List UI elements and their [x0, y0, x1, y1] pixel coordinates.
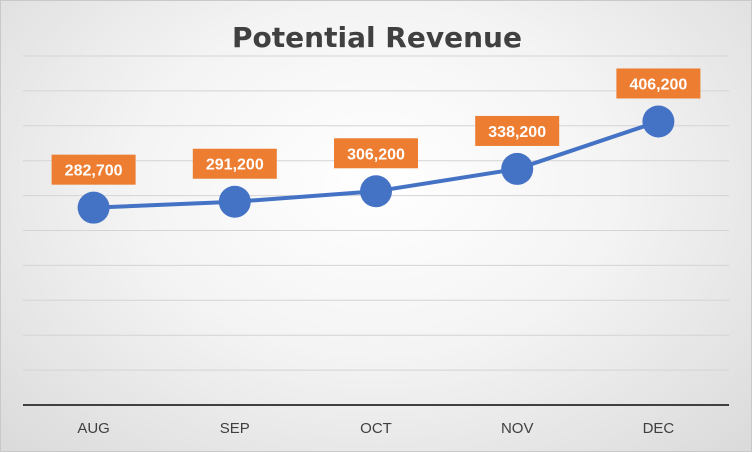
data-label: 406,200	[616, 68, 701, 99]
data-label-box	[192, 148, 277, 179]
data-labels: 282,700 291,200 306,200 338,200 406,200	[51, 68, 701, 185]
x-axis-ticks: AUG SEP OCT NOV DEC	[77, 420, 674, 437]
data-label: 306,200	[334, 138, 418, 169]
data-markers	[77, 105, 675, 224]
data-label-box	[334, 138, 418, 169]
data-point	[501, 152, 534, 185]
data-label-box	[616, 68, 701, 99]
data-label-box	[51, 154, 136, 185]
data-label: 291,200	[192, 148, 277, 179]
data-label: 282,700	[51, 154, 136, 185]
data-label-text: 306,200	[347, 146, 405, 163]
data-label-text: 282,700	[65, 163, 123, 180]
data-point	[360, 175, 392, 208]
x-tick-label: SEP	[220, 420, 250, 437]
data-label-text: 406,200	[629, 76, 687, 93]
data-label-text: 338,200	[488, 124, 546, 141]
data-point	[77, 191, 110, 224]
data-label: 338,200	[475, 115, 560, 146]
x-tick-label: NOV	[501, 420, 534, 437]
chart-title: Potential Revenue	[232, 21, 522, 54]
data-point	[218, 185, 251, 218]
x-tick-label: AUG	[77, 420, 110, 437]
x-tick-label: DEC	[643, 420, 675, 437]
data-label-box	[475, 115, 560, 146]
data-point	[642, 105, 675, 138]
gridlines	[23, 55, 729, 371]
x-tick-label: OCT	[360, 420, 392, 437]
data-label-text: 291,200	[206, 157, 264, 174]
